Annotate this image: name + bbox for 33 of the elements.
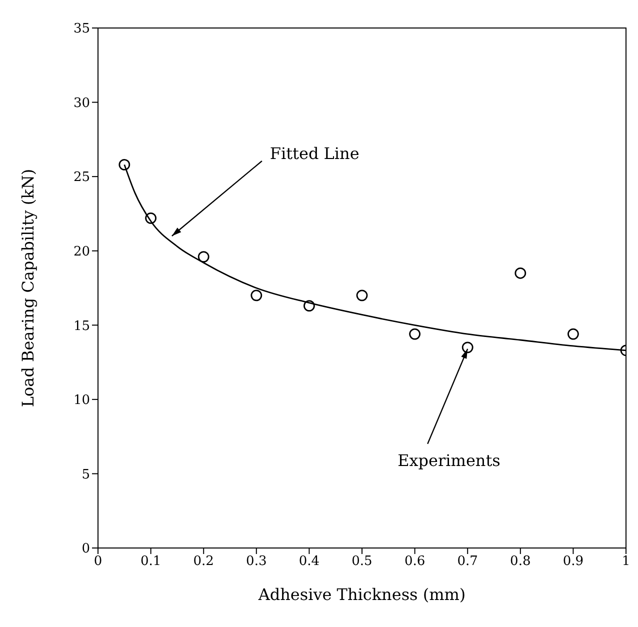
x-tick-label: 0.4 <box>298 554 320 570</box>
x-tick-label: 0.2 <box>193 554 214 570</box>
y-tick-label: 25 <box>73 170 90 186</box>
y-tick-label: 15 <box>73 318 90 334</box>
point <box>250 290 262 302</box>
y-tick-label: 20 <box>73 244 90 260</box>
x-tick-label: 0.5 <box>352 554 372 570</box>
x-tick-label: 1 <box>622 554 630 570</box>
point <box>356 290 368 302</box>
annotation: Fitted Line <box>270 144 360 163</box>
point <box>409 328 420 340</box>
x-axis-title: Adhesive Thickness (mm) <box>257 585 466 604</box>
x-tick-label: 0.9 <box>562 554 584 570</box>
point <box>568 328 579 340</box>
y-tick-label: 5 <box>82 467 90 482</box>
point <box>198 251 210 262</box>
point <box>514 267 526 279</box>
annotation: Experiments <box>398 450 500 470</box>
x-tick-label: 0.1 <box>140 554 162 570</box>
x-tick-label: 0 <box>94 554 102 570</box>
y-tick-label: 35 <box>73 22 90 37</box>
point <box>304 300 315 312</box>
x-tick-label: 0.8 <box>510 554 531 570</box>
y-tick-label: 0 <box>82 542 90 557</box>
x-tick-label: 0.6 <box>404 554 426 570</box>
x-tick-label: 0.3 <box>246 554 267 570</box>
point <box>462 342 474 354</box>
y-tick-label: 10 <box>73 393 90 408</box>
point <box>118 158 130 170</box>
point <box>145 212 156 224</box>
y-axis-title: Load Bearing Capability (kN) <box>18 168 38 408</box>
x-tick-label: 0.7 <box>457 554 478 570</box>
y-tick-label: 30 <box>73 96 90 111</box>
